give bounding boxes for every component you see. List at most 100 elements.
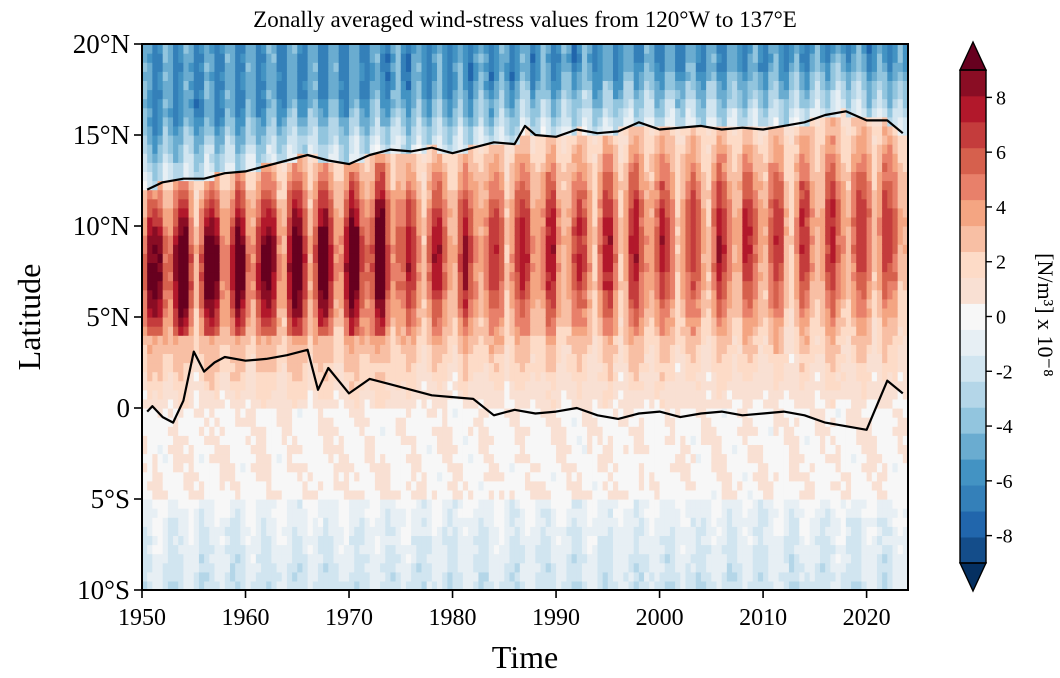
heatmap-cell bbox=[540, 580, 547, 590]
heatmap-cell bbox=[333, 535, 340, 546]
heatmap-cell bbox=[426, 116, 433, 127]
heatmap-cell bbox=[390, 253, 397, 263]
heatmap-cell bbox=[235, 180, 241, 191]
heatmap-cell bbox=[473, 289, 480, 300]
heatmap-cell bbox=[374, 307, 381, 318]
heatmap-cell bbox=[167, 508, 174, 518]
heatmap-cell bbox=[385, 135, 392, 145]
heatmap-cell bbox=[255, 526, 262, 536]
heatmap-cell bbox=[286, 125, 293, 136]
heatmap-cell bbox=[224, 435, 231, 445]
heatmap-cell bbox=[478, 144, 485, 154]
heatmap-cell bbox=[235, 235, 241, 245]
heatmap-cell bbox=[514, 526, 521, 536]
heatmap-cell bbox=[193, 544, 200, 555]
heatmap-cell bbox=[255, 135, 262, 145]
heatmap-cell bbox=[292, 280, 298, 291]
heatmap-cell bbox=[545, 298, 552, 309]
heatmap-cell bbox=[229, 499, 236, 509]
heatmap-cell bbox=[286, 571, 293, 582]
heatmap-cell bbox=[214, 326, 221, 336]
heatmap-cell bbox=[338, 417, 345, 427]
heatmap-cell bbox=[261, 317, 267, 327]
heatmap-cell bbox=[312, 562, 319, 573]
heatmap-cell bbox=[447, 216, 454, 227]
heatmap-cell bbox=[152, 453, 159, 464]
heatmap-cell bbox=[431, 362, 438, 373]
heatmap-cell bbox=[333, 462, 340, 473]
heatmap-cell bbox=[442, 544, 448, 555]
heatmap-cell bbox=[530, 398, 536, 409]
heatmap-cell bbox=[525, 398, 531, 409]
heatmap-cell bbox=[561, 453, 568, 464]
heatmap-cell bbox=[188, 317, 195, 327]
heatmap-cell bbox=[504, 553, 511, 564]
heatmap-cell bbox=[343, 144, 350, 154]
heatmap-cell bbox=[261, 89, 267, 100]
heatmap-cell bbox=[535, 98, 542, 109]
heatmap-cell bbox=[540, 344, 547, 354]
heatmap-cell bbox=[478, 317, 485, 327]
heatmap-cell bbox=[307, 307, 314, 318]
heatmap-cell bbox=[317, 235, 324, 245]
heatmap-cell bbox=[328, 71, 335, 81]
heatmap-cell bbox=[390, 435, 397, 445]
heatmap-cell bbox=[426, 517, 433, 527]
heatmap-cell bbox=[214, 216, 221, 227]
heatmap-cell bbox=[338, 544, 345, 555]
heatmap-cell bbox=[162, 408, 169, 418]
heatmap-cell bbox=[333, 389, 340, 400]
heatmap-cell bbox=[354, 526, 360, 536]
heatmap-cell bbox=[478, 80, 485, 91]
heatmap-cell bbox=[390, 235, 397, 245]
heatmap-cell bbox=[499, 62, 505, 72]
heatmap-cell bbox=[157, 262, 164, 273]
heatmap-cell bbox=[395, 317, 402, 327]
heatmap-cell bbox=[204, 435, 210, 445]
heatmap-cell bbox=[323, 189, 329, 200]
heatmap-cell bbox=[519, 526, 526, 536]
heatmap-cell bbox=[499, 135, 505, 145]
heatmap-cell bbox=[245, 189, 252, 200]
heatmap-cell bbox=[229, 98, 236, 109]
heatmap-cell bbox=[178, 489, 185, 500]
heatmap-cell bbox=[519, 262, 526, 273]
heatmap-cell bbox=[349, 262, 355, 273]
heatmap-cell bbox=[540, 544, 547, 555]
heatmap-cell bbox=[369, 462, 376, 473]
heatmap-cell bbox=[328, 444, 335, 455]
heatmap-cell bbox=[245, 71, 252, 81]
heatmap-cell bbox=[317, 544, 324, 555]
heatmap-cell bbox=[369, 362, 376, 373]
heatmap-cell bbox=[173, 235, 179, 245]
heatmap-cell bbox=[142, 226, 148, 236]
heatmap-cell bbox=[178, 89, 185, 100]
heatmap-cell bbox=[395, 517, 402, 527]
heatmap-cell bbox=[167, 435, 174, 445]
heatmap-cell bbox=[504, 535, 511, 546]
heatmap-cell bbox=[323, 107, 329, 118]
heatmap-cell bbox=[255, 253, 262, 263]
heatmap-cell bbox=[209, 198, 216, 209]
heatmap-cell bbox=[364, 489, 371, 500]
heatmap-cell bbox=[437, 571, 443, 582]
heatmap-cell bbox=[328, 480, 335, 491]
heatmap-cell bbox=[421, 380, 428, 391]
heatmap-cell bbox=[488, 162, 495, 172]
heatmap-cell bbox=[411, 580, 417, 590]
heatmap-cell bbox=[261, 253, 267, 263]
heatmap-cell bbox=[255, 98, 262, 109]
heatmap-cell bbox=[147, 499, 153, 509]
heatmap-cell bbox=[462, 307, 469, 318]
heatmap-cell bbox=[323, 171, 329, 182]
heatmap-cell bbox=[173, 107, 179, 118]
heatmap-cell bbox=[468, 362, 474, 373]
heatmap-cell bbox=[173, 471, 179, 482]
heatmap-cell bbox=[183, 298, 190, 309]
heatmap-cell bbox=[556, 426, 562, 436]
heatmap-cell bbox=[292, 508, 298, 518]
heatmap-cell bbox=[323, 116, 329, 127]
heatmap-cell bbox=[525, 526, 531, 536]
heatmap-cell bbox=[250, 317, 257, 327]
heatmap-cell bbox=[545, 280, 552, 291]
